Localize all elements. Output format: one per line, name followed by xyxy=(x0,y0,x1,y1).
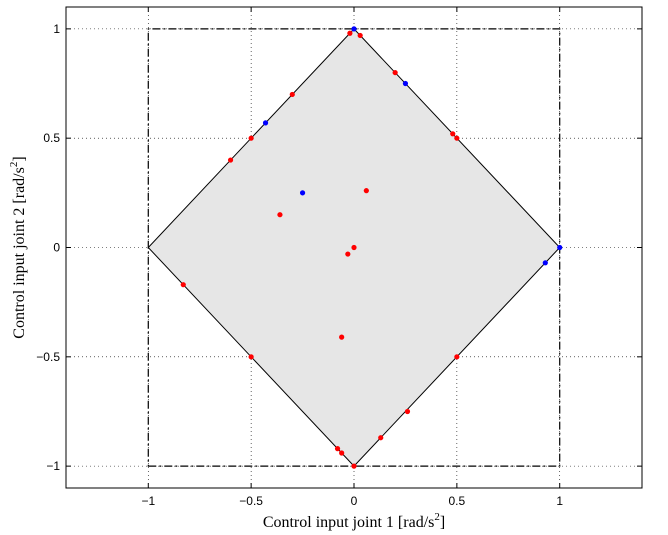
y-tick-label-2: 0 xyxy=(53,241,60,255)
point-s0-7 xyxy=(454,135,460,141)
x-tick-label-3: 0.5 xyxy=(449,494,466,508)
x-axis-label: Control input joint 1 [rad/s2] xyxy=(263,511,445,531)
point-s0-10 xyxy=(351,244,357,251)
point-s0-19 xyxy=(339,450,345,456)
y-tick-label-4: 1 xyxy=(53,22,60,36)
point-s0-8 xyxy=(363,188,369,194)
point-s0-3 xyxy=(289,91,295,98)
point-s1-3 xyxy=(299,190,306,196)
point-s1-5 xyxy=(542,260,548,266)
point-s0-9 xyxy=(277,212,283,218)
point-s0-11 xyxy=(345,251,351,257)
x-tick-label-0: −1 xyxy=(141,494,155,508)
point-s0-14 xyxy=(454,354,460,360)
point-s0-0 xyxy=(347,30,353,36)
point-s1-2 xyxy=(262,120,269,126)
ticks: −1 −0.5 0 0.5 1 −1 −0.5 0 0.5 1 xyxy=(36,7,642,508)
x-tick-label-2: 0 xyxy=(351,494,358,508)
point-s1-4 xyxy=(557,244,563,251)
y-tick-label-3: 0.5 xyxy=(43,131,60,145)
point-s0-17 xyxy=(378,435,384,441)
x-tick-label-4: 1 xyxy=(556,494,563,508)
point-s0-16 xyxy=(404,408,411,415)
point-s0-6 xyxy=(450,131,456,137)
data-points xyxy=(180,26,563,469)
x-tick-label-1: −0.5 xyxy=(239,494,263,508)
point-s0-13 xyxy=(248,354,254,360)
point-s0-1 xyxy=(357,32,363,39)
point-s0-18 xyxy=(334,446,341,452)
point-s0-5 xyxy=(227,157,234,163)
y-tick-label-0: −1 xyxy=(46,459,60,473)
y-axis-label: Control input joint 2 [rad/s2] xyxy=(8,156,28,338)
bound-box xyxy=(147,28,561,467)
point-s0-2 xyxy=(392,69,398,76)
point-s0-4 xyxy=(248,135,254,141)
point-s0-15 xyxy=(339,334,345,340)
point-s0-12 xyxy=(180,282,186,288)
point-s1-1 xyxy=(402,80,409,87)
y-tick-label-1: −0.5 xyxy=(36,350,60,364)
point-s1-0 xyxy=(351,26,357,32)
point-s0-20 xyxy=(351,463,357,469)
